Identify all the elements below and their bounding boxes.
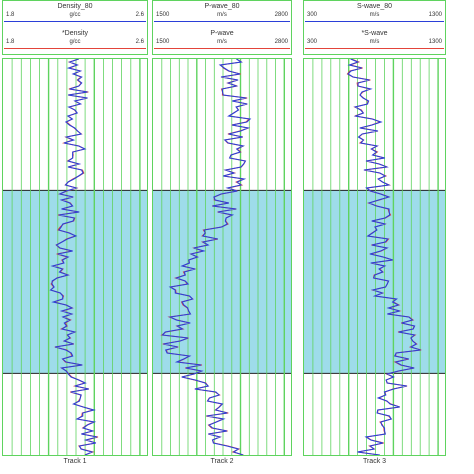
zone-band: [304, 190, 445, 374]
track1-plot[interactable]: [3, 59, 148, 456]
curve-max: 2800: [274, 39, 288, 45]
track1-header: Density_80 g/cc 1.8 2.6 *Density g/cc 1.…: [2, 0, 148, 55]
curve-max: 1300: [428, 39, 442, 45]
track3-curve1-header[interactable]: S-wave_80 m/s 300 1300: [304, 1, 445, 27]
curve-name: *S-wave: [361, 30, 388, 37]
curve-min: 1500: [156, 12, 170, 18]
curve-primary: [161, 59, 252, 455]
zone-band: [153, 190, 291, 374]
curve-primary: [49, 59, 98, 455]
track3-body[interactable]: [303, 58, 446, 456]
curve-color-line: [305, 21, 444, 22]
curve-min: 300: [307, 39, 318, 45]
track1-curve1-header[interactable]: Density_80 g/cc 1.8 2.6: [3, 1, 147, 27]
curve-max: 2.6: [135, 39, 144, 45]
curve-unit: m/s: [217, 39, 227, 45]
curve-name: P-wave: [210, 30, 234, 37]
track3-plot[interactable]: [304, 59, 446, 456]
track2-body[interactable]: [152, 58, 292, 456]
curve-color-line: [4, 21, 146, 22]
curve-max: 1300: [428, 12, 442, 18]
track3-curve2-header[interactable]: *S-wave m/s 300 1300: [304, 28, 445, 54]
track2-label: Track 2: [210, 458, 234, 465]
track3-label: Track 3: [362, 458, 387, 465]
curve-primary: [347, 59, 421, 455]
curve-name: Density_80: [57, 3, 93, 10]
curve-color-line: [154, 48, 290, 49]
track3-header: S-wave_80 m/s 300 1300 *S-wave m/s 300 1…: [303, 0, 446, 55]
track1-curve2-header[interactable]: *Density g/cc 1.8 2.6: [3, 28, 147, 54]
track2-curve1-header[interactable]: P-wave_80 m/s 1500 2800: [153, 1, 291, 27]
curve-name: S-wave_80: [356, 3, 393, 10]
curve-min: 1.8: [6, 12, 15, 18]
curve-name: P-wave_80: [204, 3, 240, 10]
zone-band: [3, 190, 147, 374]
curve-unit: g/cc: [69, 39, 81, 45]
curve-min: 300: [307, 12, 318, 18]
curve-unit: g/cc: [69, 12, 81, 18]
curve-min: 1.8: [6, 39, 15, 45]
track2-plot[interactable]: [153, 59, 292, 456]
track2-header: P-wave_80 m/s 1500 2800 P-wave m/s 1500 …: [152, 0, 292, 55]
curve-color-line: [4, 48, 146, 49]
curve-max: 2800: [274, 12, 288, 18]
curve-min: 1500: [156, 39, 170, 45]
curve-max: 2.6: [135, 12, 144, 18]
curve-color-line: [305, 48, 444, 49]
track2-curve2-header[interactable]: P-wave m/s 1500 2800: [153, 28, 291, 54]
track1-body[interactable]: [2, 58, 148, 456]
curve-color-line: [154, 21, 290, 22]
curve-unit: m/s: [369, 39, 380, 45]
curve-unit: m/s: [369, 12, 380, 18]
curve-name: *Density: [61, 30, 89, 37]
track1-label: Track 1: [63, 458, 87, 465]
curve-unit: m/s: [217, 12, 227, 18]
